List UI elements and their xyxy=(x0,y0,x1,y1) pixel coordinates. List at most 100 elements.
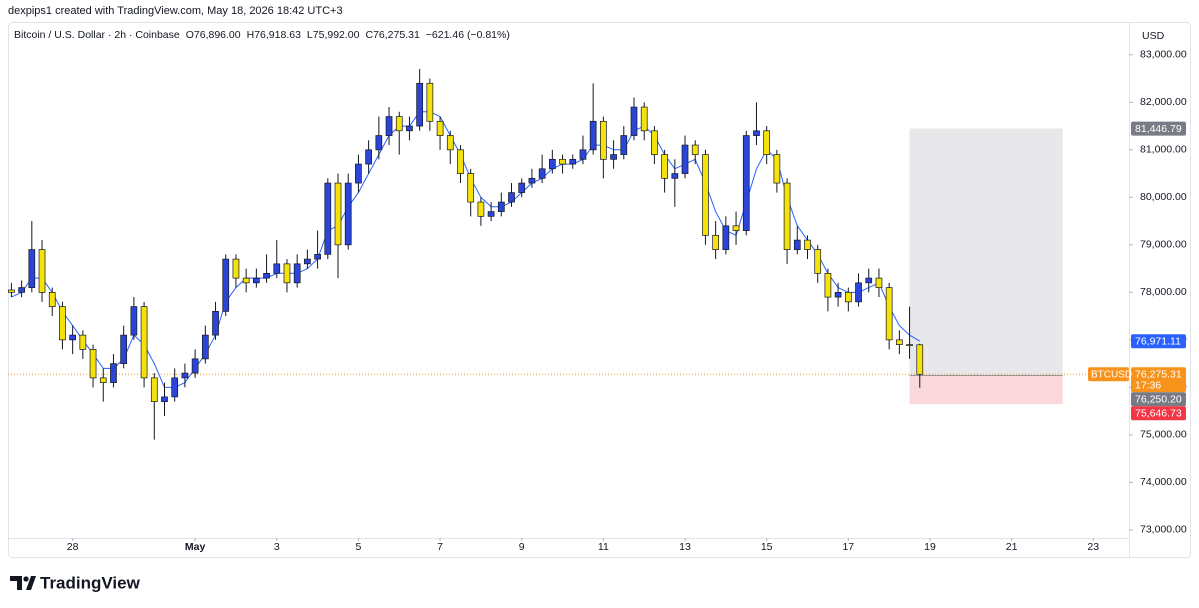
price-label: 76,250.20 xyxy=(1135,394,1182,406)
y-tick-label: 78,000.00 xyxy=(1140,286,1187,298)
x-tick-label: 5 xyxy=(355,541,361,553)
candle-body xyxy=(702,154,709,236)
candle-body xyxy=(467,173,475,203)
candle-body xyxy=(191,358,199,374)
candle-body xyxy=(324,182,332,255)
x-tick-label: 15 xyxy=(761,541,773,553)
price-label: 81,446.79 xyxy=(1135,123,1182,135)
candle-body xyxy=(344,182,352,246)
candle-body xyxy=(548,158,556,170)
candle-body xyxy=(875,277,883,288)
candle-body xyxy=(783,182,791,250)
y-tick-label: 74,000.00 xyxy=(1140,476,1187,488)
candle-body xyxy=(355,163,362,184)
candle-body xyxy=(150,377,158,402)
candle-body xyxy=(569,158,577,165)
candle-body xyxy=(742,135,750,231)
candle-body xyxy=(426,82,434,122)
candle-body xyxy=(385,116,393,136)
y-tick-label: 73,000.00 xyxy=(1140,524,1187,536)
logo: TradingView xyxy=(10,573,141,592)
x-tick-label: 7 xyxy=(437,541,443,553)
candle-body xyxy=(446,135,454,151)
candle-body xyxy=(79,334,87,350)
legend-field: C76,275.31 xyxy=(365,29,419,41)
candle-body xyxy=(18,287,25,293)
candle-body xyxy=(753,130,760,136)
candle-body xyxy=(814,249,822,274)
x-tick-label: 11 xyxy=(598,541,609,553)
legend-field: −621.46 (−0.81%) xyxy=(426,29,510,41)
logo-dot xyxy=(23,576,29,582)
candle-body xyxy=(589,120,597,151)
candle-body xyxy=(732,225,740,231)
legend-field: H76,918.63 xyxy=(247,29,301,41)
candle-body xyxy=(161,396,168,402)
candle-body xyxy=(395,116,403,132)
candle-body xyxy=(916,344,924,375)
candle-body xyxy=(69,334,76,341)
candle-body xyxy=(365,149,372,165)
symbol-tag-bg xyxy=(1088,367,1129,382)
x-tick-label: 9 xyxy=(519,541,525,553)
candle-body xyxy=(314,253,321,260)
credit: dexpips1 created with TradingView.com, M… xyxy=(8,5,343,17)
candle-body xyxy=(508,192,515,203)
candle-body xyxy=(630,106,638,136)
legend: Bitcoin / U.S. Dollar · 2h · Coinbase O7… xyxy=(14,29,510,41)
y-tick-label: 82,000.00 xyxy=(1140,96,1187,108)
candle-body xyxy=(824,272,832,298)
candle-body xyxy=(99,377,107,383)
price-label-bg xyxy=(1131,367,1186,393)
candle-body xyxy=(712,234,719,250)
candle-body xyxy=(283,263,291,284)
x-tick-label: 3 xyxy=(274,541,280,553)
candle-body xyxy=(171,377,179,398)
candle-body xyxy=(579,149,587,160)
profit-zone xyxy=(909,128,1063,376)
symbol-tag: BTCUSD xyxy=(1091,369,1132,380)
candle-body xyxy=(834,292,842,298)
candle-body xyxy=(130,306,138,336)
price-label: 76,275.31 xyxy=(1135,369,1182,381)
candle-body xyxy=(844,292,852,303)
loss-zone xyxy=(909,375,1063,405)
logo-text: TradingView xyxy=(40,573,141,592)
candle-body xyxy=(416,82,424,127)
candle-body xyxy=(304,258,311,265)
candle-body xyxy=(620,135,628,155)
candle-body xyxy=(610,154,617,160)
y-tick-label: 75,000.00 xyxy=(1140,429,1187,441)
candle-body xyxy=(487,211,495,217)
candle-body xyxy=(375,135,383,151)
candle-body xyxy=(855,282,862,303)
candle-body xyxy=(334,182,342,246)
y-tick-label: 83,000.00 xyxy=(1140,49,1187,61)
candle-body xyxy=(906,344,913,346)
candle-body xyxy=(681,144,689,174)
candle-body xyxy=(59,306,66,341)
logo-mark xyxy=(10,576,36,590)
price-label: 75,646.73 xyxy=(1135,408,1182,420)
candle-body xyxy=(804,239,811,250)
y-tick-label: 79,000.00 xyxy=(1140,239,1187,251)
candle-body xyxy=(497,201,505,212)
candle-body xyxy=(48,292,56,307)
candle-body xyxy=(457,149,464,174)
x-tick-label: 19 xyxy=(924,541,936,553)
x-tick-label: 17 xyxy=(842,541,854,553)
price-label: 76,971.11 xyxy=(1135,336,1181,348)
candle-body xyxy=(528,177,536,184)
candle-body xyxy=(253,277,260,284)
candle-body xyxy=(651,130,658,155)
candle-body xyxy=(110,363,117,383)
candle-body xyxy=(120,334,128,364)
candle-body xyxy=(263,272,270,279)
candle-body xyxy=(671,173,679,179)
y-tick-label: 81,000.00 xyxy=(1140,144,1187,156)
candle-body xyxy=(28,249,36,288)
candle-body xyxy=(201,334,209,360)
candle-body xyxy=(89,349,97,379)
candle-body xyxy=(477,201,485,217)
